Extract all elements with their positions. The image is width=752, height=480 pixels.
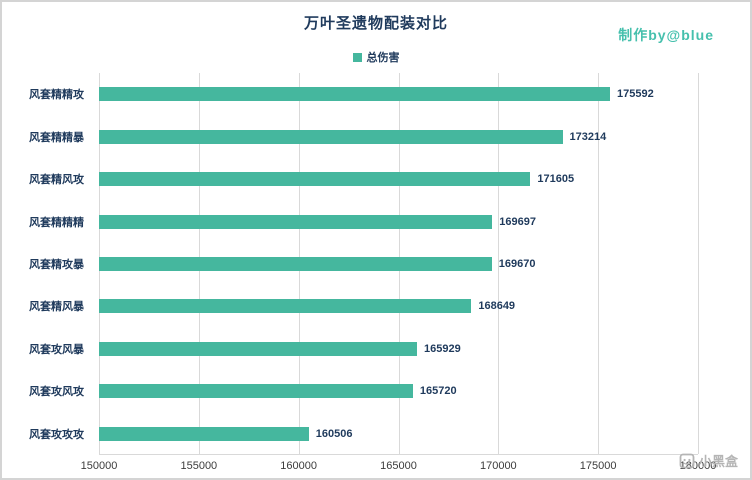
bar-track: 175592 bbox=[99, 73, 698, 115]
x-tick-label: 175000 bbox=[579, 460, 617, 472]
value-label: 160506 bbox=[315, 427, 353, 440]
x-tick-label: 160000 bbox=[280, 460, 318, 472]
bar-row: 风套精精暴 173214 bbox=[2, 115, 750, 157]
bar-row: 风套攻风暴 165929 bbox=[2, 328, 750, 370]
bar bbox=[99, 256, 492, 271]
value-label: 173214 bbox=[569, 130, 607, 143]
value-label: 169697 bbox=[499, 215, 536, 228]
bar bbox=[99, 299, 472, 314]
heybox-brand: 小黑盒 bbox=[679, 451, 738, 470]
bar-row: 风套精风攻 171605 bbox=[2, 158, 750, 200]
chart-title: 万叶圣遗物配装对比 bbox=[303, 15, 448, 32]
bar bbox=[99, 214, 493, 229]
category-label: 风套精攻暴 bbox=[29, 258, 84, 271]
bar-track: 165720 bbox=[99, 370, 698, 412]
legend-swatch bbox=[352, 52, 362, 62]
value-label: 175592 bbox=[616, 88, 654, 101]
bar-row: 风套精精攻 175592 bbox=[2, 73, 750, 115]
value-label: 168649 bbox=[478, 300, 516, 313]
bar-track: 171605 bbox=[99, 158, 698, 200]
category-label: 风套精风攻 bbox=[29, 174, 84, 187]
x-tick-label: 150000 bbox=[80, 460, 118, 472]
gridline bbox=[698, 73, 699, 454]
x-tick-label: 165000 bbox=[380, 460, 417, 472]
bar-track: 168649 bbox=[99, 285, 698, 327]
heybox-brand-label: 小黑盒 bbox=[698, 454, 738, 469]
category-label: 风套精精精 bbox=[29, 216, 84, 229]
bar-row: 风套精精精 169697 bbox=[2, 200, 750, 242]
author-watermark: 制作by@blue bbox=[618, 27, 714, 43]
bar bbox=[99, 341, 418, 356]
bar-track: 160506 bbox=[99, 413, 698, 455]
bar bbox=[99, 87, 610, 102]
plot-area: 风套精精攻 175592 风套精精暴 173214 风套精风攻 171605 风套精精精 16… bbox=[2, 73, 750, 455]
bar-row: 风套精攻暴 169670 bbox=[2, 243, 750, 285]
category-label: 风套攻攻攻 bbox=[29, 428, 84, 441]
x-axis: 150000 155000 160000 165000 170000 175000 1800… bbox=[81, 455, 717, 475]
bar-track: 169697 bbox=[99, 200, 698, 242]
category-label: 风套精精攻 bbox=[29, 89, 84, 102]
bar-rows: 风套精精攻 175592 风套精精暴 173214 风套精风攻 171605 风套精精精 16… bbox=[2, 73, 750, 455]
category-label: 风套攻风暴 bbox=[29, 343, 84, 356]
value-label: 165720 bbox=[419, 385, 457, 398]
category-label: 风套攻风攻 bbox=[29, 386, 84, 399]
bar-track: 165929 bbox=[99, 328, 698, 370]
bar-row: 风套攻风攻 165720 bbox=[2, 370, 750, 412]
bar bbox=[99, 172, 531, 187]
bar-row: 风套攻攻攻 160506 bbox=[2, 413, 750, 455]
legend-label: 总伤害 bbox=[366, 52, 400, 64]
bar bbox=[99, 384, 413, 399]
heybox-logo-icon bbox=[679, 453, 695, 468]
value-label: 165929 bbox=[424, 342, 461, 355]
value-label: 171605 bbox=[537, 173, 575, 186]
bar-track: 173214 bbox=[99, 115, 698, 157]
gridline bbox=[598, 73, 600, 454]
gridline bbox=[498, 73, 500, 454]
x-tick-label: 170000 bbox=[479, 460, 517, 472]
category-label: 风套精风暴 bbox=[29, 301, 84, 314]
value-label: 169670 bbox=[498, 257, 536, 270]
x-tick-label: 155000 bbox=[180, 460, 218, 472]
bar bbox=[99, 129, 563, 144]
bar bbox=[99, 426, 309, 441]
legend: 总伤害 bbox=[2, 49, 750, 65]
bar-track: 169670 bbox=[99, 243, 698, 285]
category-label: 风套精精暴 bbox=[29, 131, 84, 144]
bar-row: 风套精风暴 168649 bbox=[2, 285, 750, 327]
